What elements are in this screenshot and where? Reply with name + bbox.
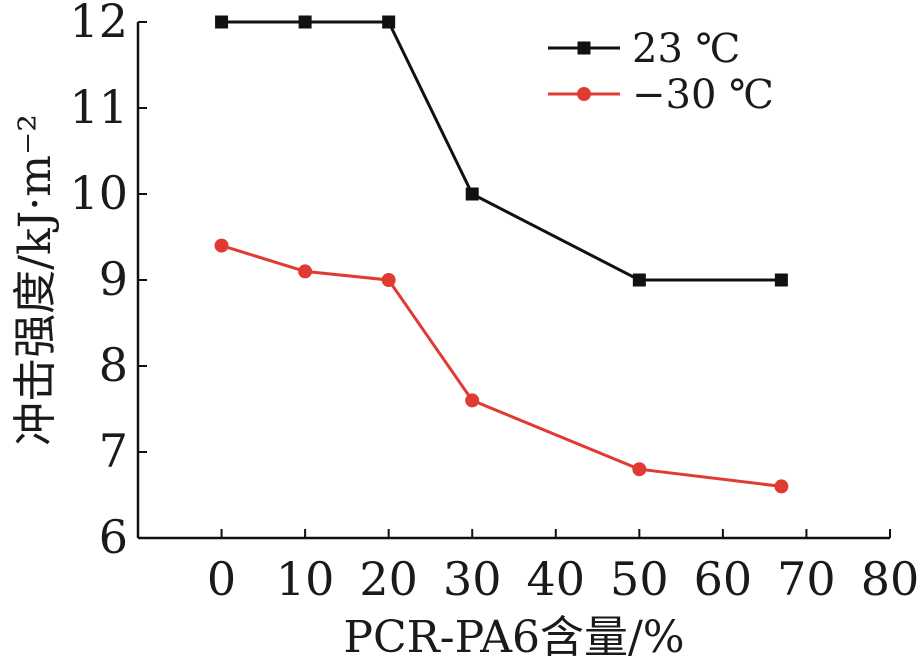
legend: 23 ℃−30 ℃ <box>548 26 774 118</box>
x-tick-label: 20 <box>359 552 418 606</box>
y-tick-label: 6 <box>99 510 128 564</box>
y-tick-label: 9 <box>99 252 128 306</box>
x-tick-label: 80 <box>861 552 920 606</box>
x-tick-label: 60 <box>694 552 753 606</box>
series-line-2 <box>221 244 782 488</box>
data-point <box>774 273 788 287</box>
legend-label-1: 23 ℃ <box>632 26 740 72</box>
x-tick-label: 40 <box>527 552 586 606</box>
data-point <box>774 479 789 494</box>
data-point <box>465 393 480 408</box>
y-tick-label: 10 <box>69 166 128 220</box>
x-axis-title: PCR-PA6含量/% <box>343 612 684 663</box>
data-point <box>214 238 229 253</box>
x-tick-label: 50 <box>610 552 669 606</box>
y-axis-title: 冲击强度/kJ·m⁻² <box>10 114 61 446</box>
series-group <box>214 15 789 494</box>
data-point <box>632 273 646 287</box>
x-tick-label: 30 <box>443 552 502 606</box>
data-point <box>298 264 313 279</box>
data-point <box>215 15 229 29</box>
legend-marker-1 <box>577 41 591 55</box>
y-tick-label: 7 <box>99 424 128 478</box>
data-point <box>381 273 396 287</box>
x-tick-label: 0 <box>207 552 236 606</box>
legend-label-2: −30 ℃ <box>632 72 774 118</box>
data-point <box>298 15 312 29</box>
data-point <box>382 15 396 29</box>
data-point <box>465 187 479 201</box>
x-tick-label: 10 <box>276 552 335 606</box>
legend-marker-2 <box>577 87 591 101</box>
y-tick-label: 8 <box>99 338 128 392</box>
data-point <box>632 462 647 477</box>
series-line-1 <box>221 20 782 282</box>
x-tick-label: 70 <box>777 552 836 606</box>
y-tick-label: 12 <box>69 0 128 48</box>
tick-group: 0 10 20 30 40 50 60 70 80 6 7 8 9 10 11 12 <box>69 0 919 606</box>
y-tick-label: 11 <box>69 80 128 134</box>
